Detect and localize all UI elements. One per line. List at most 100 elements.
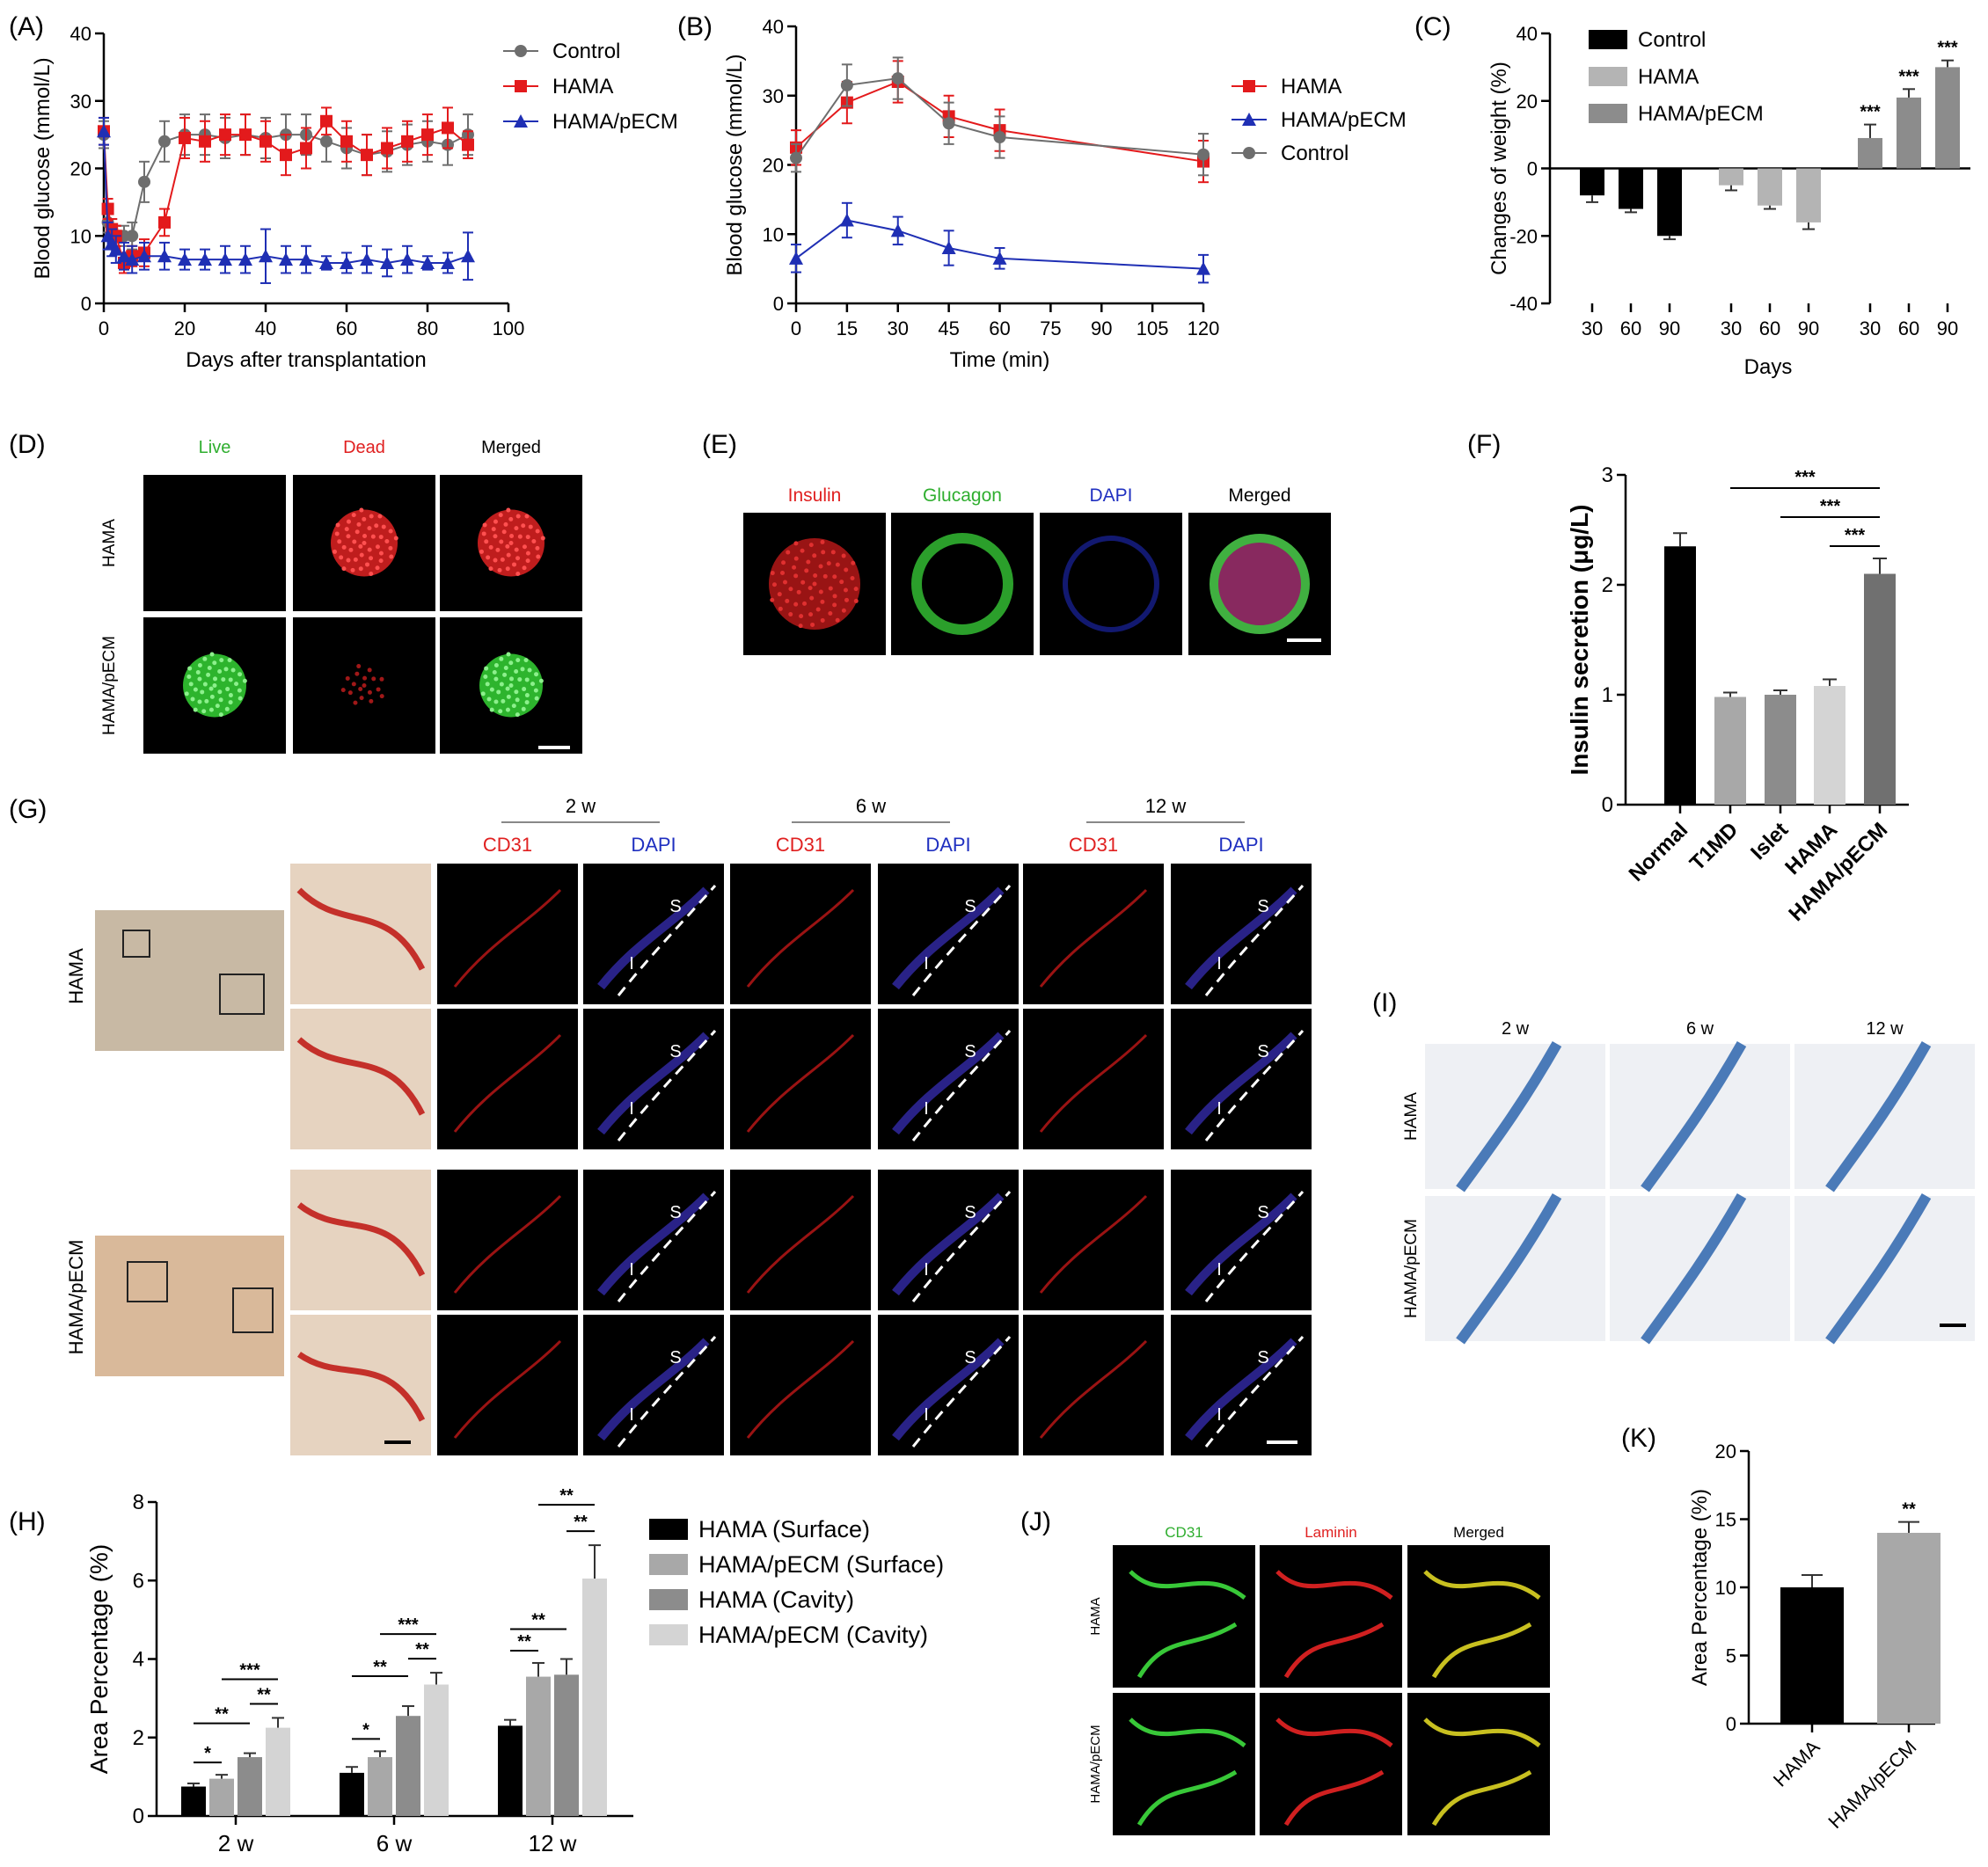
panel-letter-c: (C) [1414, 12, 1451, 41]
panel-I: 2 w 6 w 12 w HAMA HAMA/pECM [1402, 1019, 1975, 1345]
bar [1814, 686, 1845, 805]
signal-dot [379, 676, 384, 682]
signal-dot [818, 589, 823, 594]
y-tick-label: 10 [763, 223, 784, 245]
signal-dot [393, 536, 398, 541]
boundary-line [617, 1191, 717, 1302]
signal-dot [828, 611, 833, 616]
signal-dot [353, 557, 358, 562]
vessel-signal [1275, 1717, 1393, 1747]
signal-dot [230, 667, 236, 673]
x-tick-label: 105 [1137, 317, 1169, 339]
signal-dot [515, 571, 521, 576]
stain-label: DAPI [631, 834, 676, 856]
row-label: HAMA [1402, 1092, 1421, 1141]
data-point [942, 117, 955, 130]
stain-label: CD31 [1069, 834, 1118, 856]
y-tick-label: 20 [1517, 91, 1538, 113]
signal-dot [820, 539, 825, 544]
data-point [441, 255, 455, 269]
signal-dot [384, 539, 390, 544]
data-point [138, 175, 150, 188]
signal-dot [341, 544, 347, 550]
signal-dot [238, 696, 243, 701]
tissue-signal [1185, 1032, 1297, 1135]
signal-dot [206, 672, 211, 677]
tissue-signal [597, 1032, 710, 1135]
y-axis-title: Changes of weight (%) [1487, 62, 1511, 275]
signal-dot [522, 565, 527, 571]
signal-dot [521, 523, 526, 529]
micrograph-tile [1040, 513, 1182, 655]
data-point [97, 124, 111, 138]
series-line-HAMA/pECM [795, 219, 1204, 270]
signal-dot [815, 607, 821, 612]
data-point [514, 114, 528, 128]
boundary-line [1204, 1030, 1305, 1141]
signal-dot [524, 700, 530, 705]
vessel-signal [453, 1339, 562, 1439]
boundary-line [1204, 885, 1305, 996]
signal-dot [238, 672, 243, 677]
signal-dot [339, 555, 344, 560]
y-tick-label: 30 [70, 91, 91, 113]
data-point [137, 249, 151, 263]
signal-dot [483, 675, 488, 680]
signal-dot [835, 617, 840, 623]
signal-dot [826, 561, 831, 566]
chart-K: 0 5 10 15 20 Area Percentage (%) HAMA HAMA/pECM… [1688, 1440, 1940, 1833]
data-point [280, 149, 292, 162]
y-axis-title: Area Percentage (%) [85, 1544, 113, 1774]
signal-dot [367, 526, 372, 531]
signal-dot [499, 656, 504, 661]
panel-letter-f: (F) [1467, 430, 1501, 459]
signal-dot [499, 539, 504, 544]
signal-dot [221, 677, 226, 682]
y-tick-label: 0 [1527, 158, 1538, 180]
x-tick-label: 100 [493, 317, 525, 339]
vessel-signal [1283, 1622, 1385, 1679]
column-label: Laminin [1305, 1524, 1357, 1541]
signal-dot [520, 667, 525, 672]
bar [209, 1778, 234, 1816]
signal-dot [184, 691, 189, 696]
region-label-i: I [629, 1405, 634, 1425]
signal-dot [219, 658, 224, 663]
vessel-signal [453, 1033, 562, 1133]
x-tick-label: 30 [1860, 317, 1881, 339]
y-tick-label: 0 [1602, 793, 1613, 817]
signal-dot [209, 652, 215, 657]
data-point [199, 135, 211, 148]
zoom-photo [290, 864, 431, 1004]
signal-dot [362, 534, 368, 539]
signal-dot [506, 552, 511, 558]
y-tick-label: 40 [763, 16, 784, 38]
zoom-box [232, 1287, 274, 1333]
signal-dot [505, 707, 510, 712]
significance-label: *** [1860, 103, 1881, 122]
signal-dot [798, 624, 803, 629]
x-tick-label: 60 [336, 317, 357, 339]
data-point [259, 135, 272, 148]
signal-dot [781, 560, 786, 565]
signal-dot [778, 606, 783, 611]
cell-ring [1210, 534, 1310, 634]
column-label: Glucagon [923, 485, 1002, 506]
bar [1664, 546, 1696, 805]
signal-dot [820, 617, 825, 623]
signal-dot [481, 531, 486, 536]
signal-dot [499, 682, 504, 687]
signal-dot [374, 523, 379, 529]
data-point [219, 128, 231, 142]
gross-photo-hama [95, 910, 284, 1051]
row-label: HAMA/pECM [100, 636, 119, 735]
micrograph-tile [143, 475, 286, 611]
panel-letter-i: (I) [1372, 988, 1397, 1017]
x-tick-label: 20 [174, 317, 195, 339]
signal-dot [788, 587, 793, 592]
signal-dot [503, 666, 508, 671]
bar [1897, 97, 1921, 169]
signal-dot [493, 534, 498, 539]
signal-dot [525, 551, 530, 556]
panel-letter-e: (E) [702, 430, 737, 459]
